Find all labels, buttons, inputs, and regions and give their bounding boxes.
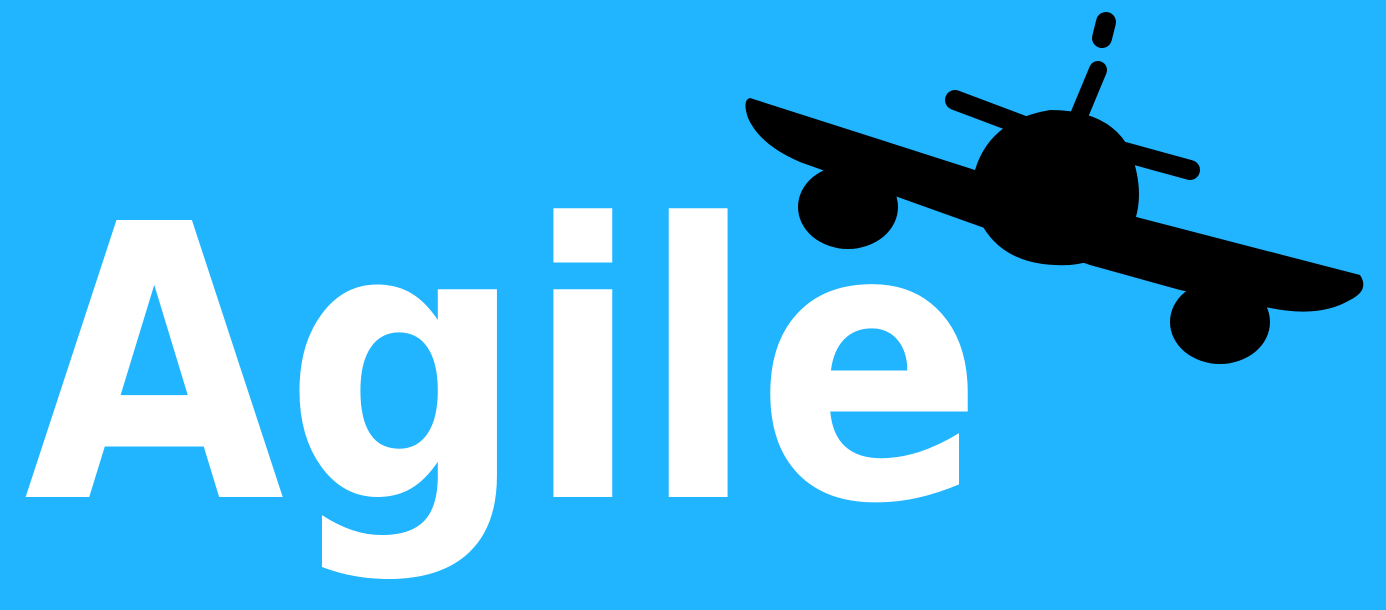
left-engine <box>798 165 898 249</box>
right-engine <box>1170 280 1270 364</box>
fuselage <box>971 110 1139 266</box>
antenna-tip <box>1092 12 1116 48</box>
antenna <box>1069 61 1107 127</box>
